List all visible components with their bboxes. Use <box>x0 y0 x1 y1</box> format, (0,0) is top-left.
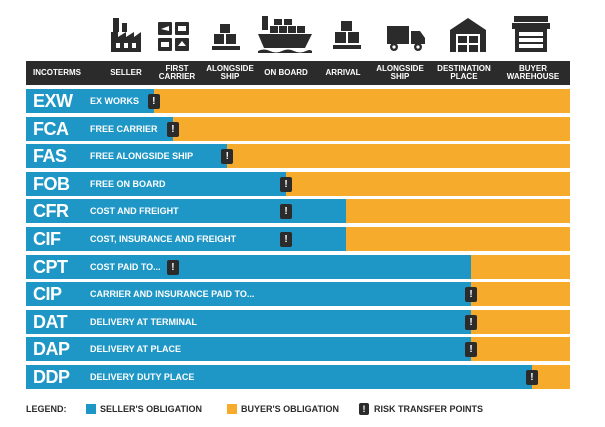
seller-obligation-bar <box>26 144 228 169</box>
incoterm-row-cif: CIF COST, INSURANCE AND FREIGHT! <box>26 227 570 251</box>
incoterm-row-cfr: CFR COST AND FREIGHT! <box>26 199 570 224</box>
legend-risk-marker-icon: ! <box>359 403 369 415</box>
risk-transfer-marker-icon: ! <box>464 314 477 330</box>
freight-boxes-icon <box>158 22 189 51</box>
incoterm-code: DDP <box>33 367 70 387</box>
seller-obligation-bar <box>26 116 173 141</box>
seller-obligation-bar <box>26 227 346 251</box>
incoterm-row-cip: CIP CARRIER AND INSURANCE PAID TO...! <box>26 282 570 307</box>
stage-alongside-ship-origin-label: ALONGSIDE SHIP <box>206 64 254 81</box>
incoterm-description: DELIVERY AT PLACE <box>90 344 182 355</box>
seller-obligation-bar <box>26 199 346 224</box>
incoterm-code: DAP <box>33 339 70 360</box>
legend: LEGEND: SELLER'S OBLIGATION BUYER'S OBLI… <box>26 402 570 416</box>
seller-obligation-bar <box>26 254 471 279</box>
risk-transfer-marker-icon: ! <box>280 232 293 247</box>
stage-icons <box>111 16 550 53</box>
incoterm-description: DELIVERY AT TERMINAL <box>90 316 198 327</box>
stage-seller-label: SELLER <box>110 68 142 77</box>
boxes-on-dock-icon <box>212 24 240 50</box>
stage-arrival-label: ARRIVAL <box>325 68 361 77</box>
legend-buyer-label: BUYER'S OBLIGATION <box>241 404 339 414</box>
delivery-truck-icon <box>387 26 425 51</box>
risk-transfer-marker-icon: ! <box>166 121 179 137</box>
incoterm-row-cpt: CPT COST PAID TO...! <box>26 254 570 279</box>
incoterm-row-fca: FCA FREE CARRIER! <box>26 116 570 141</box>
legend-buyer-swatch <box>227 404 237 414</box>
risk-transfer-marker-icon: ! <box>464 287 477 303</box>
warehouse-icon <box>450 18 486 52</box>
cargo-ship-icon <box>258 16 312 53</box>
incoterm-code: EXW <box>33 91 73 111</box>
incoterm-code: FCA <box>33 118 69 139</box>
risk-transfer-marker-icon: ! <box>525 370 538 385</box>
seller-obligation-bar <box>26 365 532 389</box>
risk-transfer-marker-icon: ! <box>221 149 234 165</box>
incoterm-description: COST PAID TO... <box>90 261 161 272</box>
risk-transfer-marker-icon: ! <box>147 94 160 109</box>
arrival-boxes-icon <box>333 21 361 49</box>
risk-transfer-marker-icon: ! <box>280 204 293 220</box>
legend-seller-swatch <box>86 404 96 414</box>
stage-first-carrier-label: FIRST CARRIER <box>158 64 196 81</box>
incoterm-code: FOB <box>33 173 70 194</box>
incoterm-row-ddp: DDP DELIVERY DUTY PLACE! <box>26 365 570 389</box>
risk-transfer-marker-icon: ! <box>464 342 477 358</box>
legend-title: LEGEND: <box>26 404 67 414</box>
seller-obligation-bar <box>26 282 471 307</box>
incoterm-description: EX WORKS <box>90 96 140 106</box>
incoterm-row-fas: FAS FREE ALONGSIDE SHIP! <box>26 144 570 169</box>
factory-icon <box>111 18 141 52</box>
incoterm-description: FREE ON BOARD <box>90 178 166 189</box>
header-bar: INCOTERMS SELLER FIRST CARRIER ALONGSIDE… <box>26 61 570 85</box>
incoterm-row-fob: FOB FREE ON BOARD! <box>26 171 570 196</box>
incoterm-code: CIF <box>33 229 61 249</box>
incoterms-header-label: INCOTERMS <box>33 68 81 77</box>
incoterm-code: CIP <box>33 284 62 305</box>
seller-obligation-bar <box>26 171 287 196</box>
risk-transfer-marker-icon: ! <box>280 176 293 192</box>
stage-alongside-ship-destination-label: ALONGSIDE SHIP <box>376 64 424 81</box>
incoterm-code: FAS <box>33 146 67 167</box>
risk-transfer-marker-icon: ! <box>166 259 179 275</box>
storefront-icon <box>512 16 550 52</box>
incoterm-code: CFR <box>33 201 69 222</box>
incoterm-description: FREE ALONGSIDE SHIP <box>90 151 194 162</box>
stage-destination-place-label: DESTINATION PLACE <box>437 64 491 81</box>
legend-seller-label: SELLER'S OBLIGATION <box>100 404 202 414</box>
incoterm-description: DELIVERY DUTY PLACE <box>90 372 195 382</box>
seller-obligation-bar <box>26 89 154 113</box>
incoterm-row-dap: DAP DELIVERY AT PLACE! <box>26 337 570 362</box>
incoterm-row-dat: DAT DELIVERY AT TERMINAL! <box>26 309 570 334</box>
incoterm-row-exw: EXW EX WORKS! <box>26 89 570 113</box>
incoterm-description: COST AND FREIGHT <box>90 206 179 217</box>
incoterm-description: COST, INSURANCE AND FREIGHT <box>90 234 237 244</box>
seller-obligation-bar <box>26 309 471 334</box>
legend-risk-label: RISK TRANSFER POINTS <box>374 404 484 414</box>
incoterm-description: CARRIER AND INSURANCE PAID TO... <box>90 289 255 300</box>
incoterm-description: FREE CARRIER <box>90 123 158 134</box>
seller-obligation-bar <box>26 337 471 362</box>
stage-on-board-label: ON BOARD <box>264 68 308 77</box>
incoterm-code: CPT <box>33 256 68 277</box>
stage-buyer-warehouse-label: BUYER WAREHOUSE <box>506 64 560 81</box>
incoterm-code: DAT <box>33 311 68 332</box>
